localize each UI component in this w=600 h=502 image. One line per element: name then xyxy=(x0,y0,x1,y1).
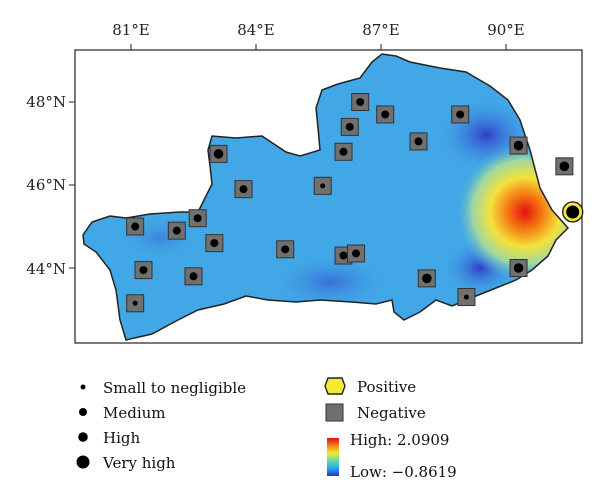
station-marker xyxy=(351,93,370,111)
station-marker xyxy=(234,180,253,199)
lon-label-90: 90°E xyxy=(487,21,525,39)
magnitude-dot xyxy=(210,239,219,248)
magnitude-dot xyxy=(193,214,202,223)
station-marker xyxy=(509,259,528,277)
magnitude-dot xyxy=(131,222,140,231)
magnitude-dot xyxy=(189,272,198,281)
magnitude-dot xyxy=(381,110,390,119)
magnitude-dot xyxy=(456,110,465,119)
station-marker xyxy=(376,105,395,124)
station-marker xyxy=(562,201,584,223)
lat-label-46: 46°N xyxy=(26,176,66,194)
legend-label-small: Small to negligible xyxy=(103,379,246,397)
station-marker xyxy=(509,136,528,155)
magnitude-dot xyxy=(422,273,432,284)
legend-negative-symbol xyxy=(325,403,344,422)
station-marker xyxy=(451,105,470,124)
magnitude-dot xyxy=(513,140,524,151)
legend-label-positive: Positive xyxy=(357,378,416,396)
legend-label-very-high: Very high xyxy=(102,454,176,472)
station-marker xyxy=(209,144,228,163)
station-marker xyxy=(126,294,145,313)
legend-positive-symbol xyxy=(324,377,346,395)
station-marker xyxy=(276,240,295,259)
stations-layer xyxy=(126,93,584,313)
legend-dot-medium xyxy=(79,408,87,416)
magnitude-dot xyxy=(139,266,148,275)
lon-label-84: 84°E xyxy=(237,21,275,39)
magnitude-dot xyxy=(352,249,361,258)
station-marker xyxy=(347,244,366,263)
legend-label-negative: Negative xyxy=(357,404,426,422)
station-marker xyxy=(167,221,186,240)
legend-size-symbols xyxy=(76,384,90,469)
station-marker xyxy=(313,176,332,195)
magnitude-dot xyxy=(320,183,326,189)
magnitude-dot xyxy=(339,147,348,156)
legend-dot-high xyxy=(78,432,88,442)
magnitude-dot xyxy=(463,294,469,300)
station-marker xyxy=(555,157,574,176)
magnitude-dot xyxy=(172,226,181,235)
magnitude-dot xyxy=(356,98,365,106)
legend-colorbar xyxy=(327,438,339,476)
lon-label-87: 87°E xyxy=(362,21,400,39)
legend-colorbar-high: High: 2.0909 xyxy=(350,431,449,449)
legend-dot-very-high xyxy=(76,455,90,469)
legend-label-high: High xyxy=(103,429,140,447)
magnitude-dot xyxy=(239,185,248,194)
station-marker xyxy=(134,261,153,280)
magnitude-dot xyxy=(281,245,290,254)
lat-label-44: 44°N xyxy=(26,260,66,278)
station-marker xyxy=(126,217,145,236)
magnitude-dot xyxy=(345,122,354,131)
low-zone-south xyxy=(270,254,390,310)
legend-label-medium: Medium xyxy=(103,404,166,422)
station-marker xyxy=(409,132,428,151)
station-marker xyxy=(205,234,224,253)
station-marker xyxy=(188,209,207,228)
magnitude-dot xyxy=(213,149,224,159)
magnitude-dot xyxy=(513,263,524,273)
legend-dot-small xyxy=(80,384,86,390)
station-marker xyxy=(334,142,353,161)
lon-label-81: 81°E xyxy=(112,21,150,39)
magnitude-dot xyxy=(339,251,348,260)
lat-label-48: 48°N xyxy=(26,93,66,111)
magnitude-dot xyxy=(566,205,580,219)
station-marker xyxy=(340,117,359,136)
legend: Small to negligible Medium High Very hig… xyxy=(76,377,457,481)
magnitude-dot xyxy=(559,161,570,172)
magnitude-dot xyxy=(414,137,423,146)
magnitude-dot xyxy=(132,300,138,306)
station-marker xyxy=(184,267,203,286)
tick-marks xyxy=(69,44,507,269)
station-marker xyxy=(417,269,436,288)
legend-colorbar-low: Low: −0.8619 xyxy=(350,463,457,481)
tick-labels: 81°E 84°E 87°E 90°E 48°N 46°N 44°N xyxy=(26,21,524,278)
station-marker xyxy=(457,288,476,307)
